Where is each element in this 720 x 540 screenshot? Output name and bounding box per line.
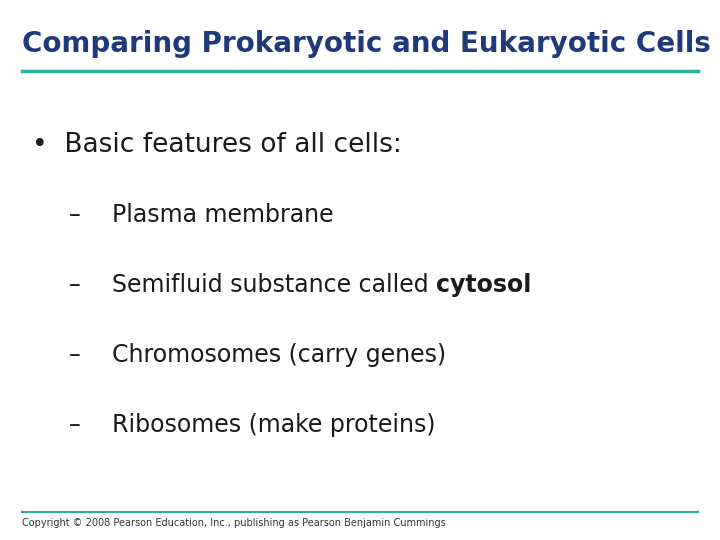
- Text: Comparing Prokaryotic and Eukaryotic Cells: Comparing Prokaryotic and Eukaryotic Cel…: [22, 30, 711, 58]
- Text: Chromosomes (carry genes): Chromosomes (carry genes): [112, 343, 446, 367]
- Text: •  Basic features of all cells:: • Basic features of all cells:: [32, 132, 402, 158]
- Text: –: –: [68, 273, 80, 296]
- Text: –: –: [68, 202, 80, 226]
- Text: Plasma membrane: Plasma membrane: [112, 202, 333, 226]
- Text: –: –: [68, 343, 80, 367]
- Text: –: –: [68, 413, 80, 437]
- Text: Copyright © 2008 Pearson Education, Inc., publishing as Pearson Benjamin Cumming: Copyright © 2008 Pearson Education, Inc.…: [22, 518, 446, 528]
- Text: Ribosomes (make proteins): Ribosomes (make proteins): [112, 413, 435, 437]
- Text: cytosol: cytosol: [436, 273, 531, 296]
- Text: Semifluid substance called: Semifluid substance called: [112, 273, 436, 296]
